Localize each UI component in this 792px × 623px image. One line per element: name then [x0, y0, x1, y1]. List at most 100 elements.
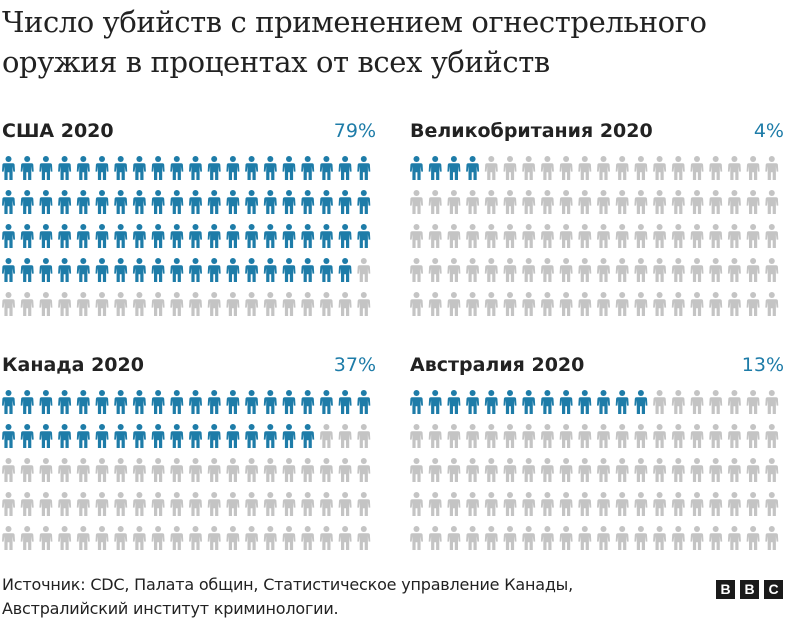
person-icon: [189, 190, 202, 214]
person-icon: [522, 292, 536, 316]
person-icon: [207, 156, 221, 180]
person-icon: [690, 292, 704, 316]
person-icon: [263, 224, 277, 248]
person-icon: [765, 292, 779, 316]
person-icon: [132, 258, 146, 282]
panel-header: Канада 2020 37%: [2, 354, 376, 382]
person-icon: [447, 526, 461, 550]
person-icon: [319, 258, 333, 282]
person-icon: [58, 224, 72, 248]
person-icon: [170, 492, 184, 516]
person-icon: [189, 526, 202, 550]
person-icon: [428, 156, 442, 180]
person-icon: [634, 390, 648, 414]
person-icon: [727, 224, 741, 248]
person-icon: [671, 492, 685, 516]
person-icon: [319, 458, 333, 482]
person-icon: [245, 190, 259, 214]
person-icon: [615, 390, 629, 414]
person-icon: [95, 424, 109, 448]
person-icon: [95, 190, 109, 214]
person-icon: [2, 156, 15, 180]
person-icon: [338, 424, 352, 448]
person-icon: [746, 190, 760, 214]
person-icon: [301, 258, 315, 282]
person-icon: [58, 526, 72, 550]
person-icon: [540, 156, 554, 180]
person-icon: [447, 458, 461, 482]
person-icon: [559, 156, 573, 180]
person-icon: [522, 424, 536, 448]
person-icon: [559, 292, 573, 316]
person-icon: [503, 424, 517, 448]
person-icon: [189, 424, 202, 448]
person-icon: [301, 526, 315, 550]
person-icon: [709, 258, 723, 282]
person-icon: [765, 190, 779, 214]
person-icon: [170, 292, 184, 316]
person-icon: [540, 390, 554, 414]
person-icon: [2, 458, 15, 482]
pictogram-grid: [410, 156, 779, 316]
person-icon: [559, 424, 573, 448]
person-icon: [132, 492, 146, 516]
panel-percent: 13%: [741, 354, 784, 376]
person-icon: [634, 258, 648, 282]
person-icon: [263, 526, 277, 550]
person-icon: [410, 292, 423, 316]
person-icon: [301, 458, 315, 482]
person-icon: [765, 224, 779, 248]
person-icon: [132, 390, 146, 414]
person-icon: [410, 458, 423, 482]
person-icon: [114, 156, 128, 180]
panel-header: США 2020 79%: [2, 120, 376, 148]
panel-header: Великобритания 2020 4%: [410, 120, 784, 148]
person-icon: [319, 190, 333, 214]
person-icon: [410, 258, 423, 282]
person-icon: [226, 390, 240, 414]
person-icon: [746, 492, 760, 516]
person-icon: [263, 156, 277, 180]
person-icon: [559, 458, 573, 482]
person-icon: [578, 424, 592, 448]
person-icon: [39, 224, 53, 248]
person-icon: [653, 190, 667, 214]
person-icon: [522, 156, 536, 180]
person-icon: [58, 458, 72, 482]
person-icon: [615, 526, 629, 550]
person-icon: [357, 258, 371, 282]
person-icon: [226, 458, 240, 482]
person-icon: [245, 526, 259, 550]
person-icon: [522, 492, 536, 516]
person-icon: [578, 390, 592, 414]
person-icon: [2, 224, 15, 248]
person-icon: [615, 292, 629, 316]
person-icon: [727, 390, 741, 414]
person-icon: [282, 526, 296, 550]
person-icon: [263, 492, 277, 516]
panel-label: Канада 2020: [2, 354, 144, 376]
person-icon: [301, 492, 315, 516]
person-icon: [114, 492, 128, 516]
person-icon: [76, 526, 90, 550]
person-icon: [319, 526, 333, 550]
person-icon: [634, 190, 648, 214]
person-icon: [540, 258, 554, 282]
person-icon: [522, 390, 536, 414]
person-icon: [58, 390, 72, 414]
person-icon: [653, 156, 667, 180]
person-icon: [578, 224, 592, 248]
person-icon: [357, 526, 371, 550]
person-icon: [634, 156, 648, 180]
pictogram-grid: [2, 156, 371, 316]
person-icon: [114, 458, 128, 482]
bbc-logo: B B C: [716, 580, 783, 599]
person-icon: [690, 224, 704, 248]
person-icon: [189, 492, 202, 516]
person-icon: [466, 492, 480, 516]
person-icon: [151, 190, 165, 214]
person-icon: [319, 224, 333, 248]
person-icon: [20, 224, 34, 248]
person-icon: [690, 424, 704, 448]
person-icon: [653, 458, 667, 482]
